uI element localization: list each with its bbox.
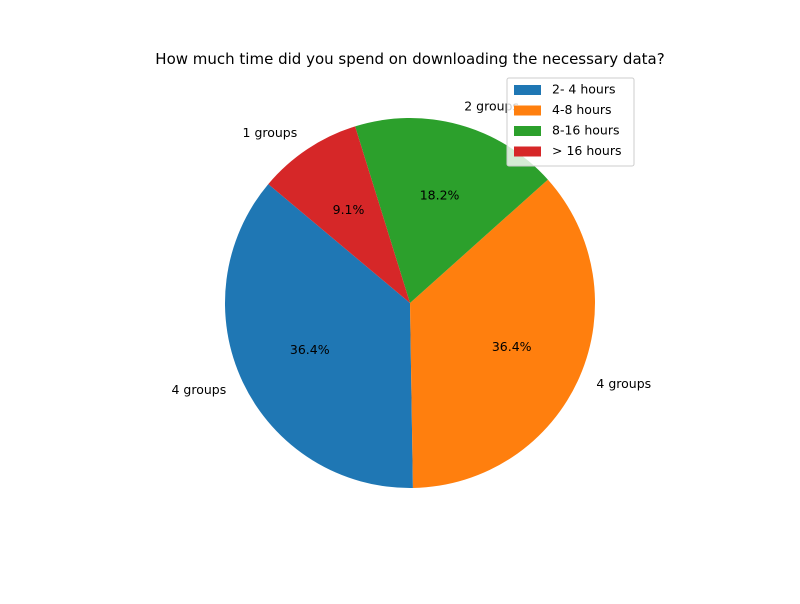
legend-label: 4-8 hours [552, 102, 612, 117]
legend-swatch-8-16-hours [514, 126, 541, 136]
legend-swatch-16-hours [514, 146, 541, 157]
legend-label: 2- 4 hours [552, 82, 616, 97]
pie-slice-16-hours [268, 126, 410, 303]
pie-slice-4-8-hours [410, 179, 595, 488]
pie-percent-labels: 36.4% 36.4% 18.2% 9.1% [290, 188, 532, 358]
legend-entries: 2- 4 hours 4-8 hours 8-16 hours > 16 hours [514, 82, 621, 158]
pie-slices [224, 117, 595, 489]
chart-title: How much time did you spend on downloadi… [155, 50, 664, 68]
legend: 2- 4 hours 4-8 hours 8-16 hours > 16 hours [506, 77, 635, 167]
slice-label: 4 groups [596, 376, 651, 391]
legend-swatch-4-8-hours [514, 105, 541, 116]
percent-label: 36.4% [290, 342, 330, 357]
legend-swatch-2-4-hours [514, 85, 541, 95]
pie-slice-2-4-hours [224, 184, 413, 489]
legend-label: 8-16 hours [552, 123, 620, 138]
legend-label: > 16 hours [552, 143, 621, 158]
slice-label: 2 groups [464, 98, 519, 113]
legend-frame [506, 77, 635, 167]
pie-slice-8-16-hours [355, 117, 548, 303]
percent-label: 9.1% [333, 202, 365, 217]
pie-slice-labels: 4 groups 4 groups 2 groups 1 groups [172, 98, 652, 397]
slice-label: 4 groups [172, 382, 227, 397]
percent-label: 36.4% [492, 339, 532, 354]
percent-label: 18.2% [420, 188, 460, 203]
slice-label: 1 groups [243, 125, 298, 140]
